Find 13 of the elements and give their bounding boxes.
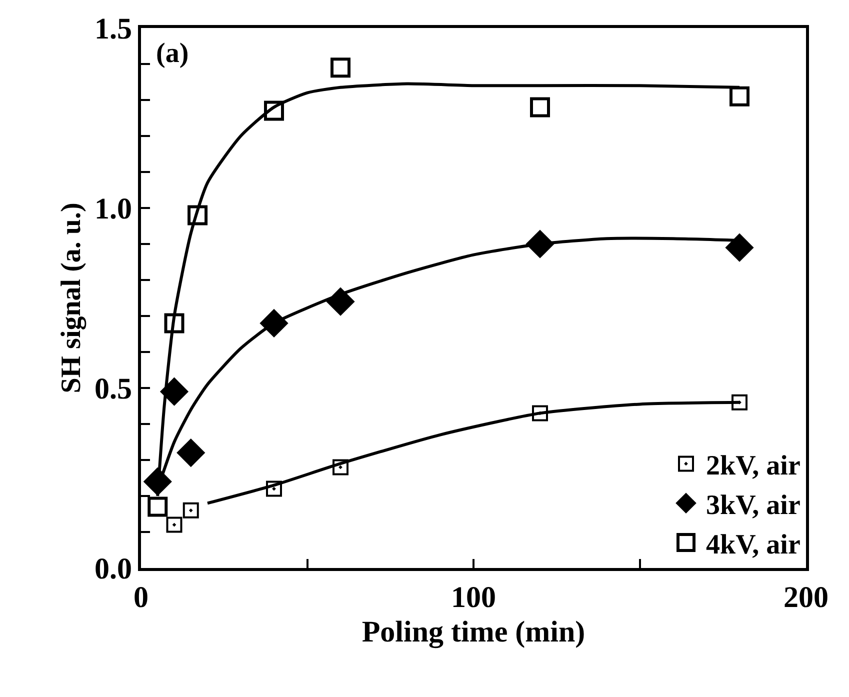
y-axis-title: SH signal (a. u.) [56,202,88,394]
y-tick-label: 1.5 [94,12,132,46]
y-tick-label: 0.5 [94,372,132,406]
legend-label: 4kV, air [706,529,800,560]
x-axis-title: Poling time (min) [362,616,586,648]
x-tick-label: 200 [784,581,828,614]
y-tick-label: 1.0 [94,192,132,226]
x-tick-label: 100 [451,581,496,614]
legend-label: 2kV, air [706,450,800,482]
annotation: (a) [156,38,189,69]
y-tick-label: 0.0 [94,552,132,586]
x-tick-label: 0 [134,581,148,614]
legend-label: 3kV, air [706,490,800,522]
